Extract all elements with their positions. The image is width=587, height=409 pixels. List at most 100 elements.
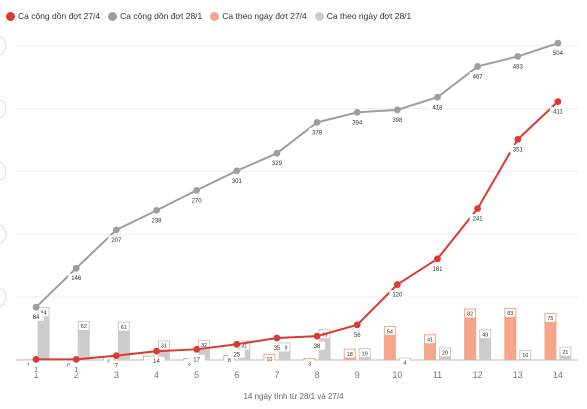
bar-label-box [465, 309, 476, 318]
bar [117, 321, 130, 360]
legend-item-27-4-daily[interactable]: Ca theo ngày đợt 27/4 [210, 11, 307, 21]
point-value-label: 378 [312, 130, 323, 136]
bar-value-label: 3 [308, 361, 311, 367]
point-label-box [429, 102, 446, 111]
point-value-label: 25 [233, 352, 240, 358]
x-tick-label: 9 [355, 370, 360, 380]
line-point [313, 119, 321, 126]
point-value-label: 146 [71, 276, 82, 282]
line-point [393, 281, 401, 288]
line-point [112, 352, 120, 359]
x-axis-title: 14 ngày tính từ 28/1 và 27/4 [243, 392, 344, 401]
x-tick-label: 5 [194, 370, 199, 380]
line-point [514, 135, 522, 143]
point-value-label: 418 [432, 105, 443, 111]
point-value-label: 35 [274, 346, 281, 352]
line-point [273, 149, 281, 157]
legend-item-28-1-cumulative[interactable]: Ca cộng dồn đợt 28/1 [108, 11, 202, 21]
bar-value-label: 49 [322, 332, 328, 338]
point-value-label: 56 [354, 333, 361, 339]
line-point [233, 340, 241, 348]
point-label-box [148, 215, 165, 224]
line-point [72, 264, 80, 272]
legend-swatch [210, 11, 220, 21]
legend-swatch [6, 11, 15, 21]
bar-label-box [359, 349, 370, 358]
point-label-box [509, 61, 526, 70]
point-value-label: 301 [232, 179, 243, 185]
bar-label-box [560, 347, 571, 356]
point-value-label: 120 [392, 293, 403, 299]
x-tick-label: 10 [392, 370, 402, 380]
legend-item-28-1-daily[interactable]: Ca theo ngày đợt 28/1 [314, 11, 412, 21]
point-label-box [309, 341, 326, 350]
point-label-box [469, 71, 486, 80]
line-point [233, 167, 241, 175]
legend-swatch [314, 11, 324, 21]
legend-label: Ca cộng dồn đợt 27/4 [18, 11, 101, 21]
line-point [313, 332, 321, 340]
legend-swatch [108, 11, 118, 21]
line-point [112, 226, 120, 234]
bar-label-box [384, 327, 395, 336]
x-tick-label: 3 [114, 370, 119, 380]
point-label-box [268, 343, 285, 352]
point-value-label: 1 [75, 367, 79, 373]
bar-label-box [425, 335, 435, 344]
point-value-label: 38 [314, 344, 321, 350]
y-tick-marker [0, 287, 7, 307]
line-point [353, 108, 361, 116]
bar-value-label: 32 [201, 343, 207, 349]
line-point [153, 207, 160, 214]
point-value-label: 398 [392, 118, 403, 124]
bar [504, 307, 517, 360]
bar-value-label: 21 [562, 350, 568, 356]
point-label-box [429, 264, 446, 273]
bar-label-box [264, 354, 275, 363]
line-point [273, 334, 281, 342]
point-value-label: 84 [33, 315, 40, 321]
point-value-label: 7 [115, 364, 119, 370]
point-label-box [28, 312, 45, 321]
point-label-box [68, 364, 85, 373]
bar-label-box [78, 322, 89, 331]
bar-label-box [520, 350, 531, 359]
point-value-label: 238 [151, 218, 162, 224]
point-label-box [228, 349, 245, 358]
line-point [32, 303, 40, 311]
legend-label: Ca theo ngày đợt 28/1 [326, 11, 412, 21]
bar-label-box [159, 341, 169, 350]
bar-value-label: 83 [507, 311, 513, 317]
line-point [474, 205, 482, 212]
x-tick-label: 14 [553, 370, 563, 380]
bar-value-label: 18 [347, 352, 353, 358]
point-label-box [148, 356, 165, 365]
bar-label-box [224, 355, 235, 364]
line-point [554, 98, 562, 106]
line-point [193, 345, 201, 353]
point-value-label: 161 [432, 267, 443, 273]
bar-value-label: 62 [81, 324, 87, 330]
bar-value-label: 4 [403, 361, 406, 367]
bar-value-label: 19 [362, 351, 368, 357]
bar-value-label: 8 [228, 358, 231, 364]
bar-label-box [505, 308, 516, 317]
point-value-label: 329 [272, 161, 283, 167]
bar-label-box [304, 359, 315, 368]
x-tick-label: 12 [473, 370, 483, 380]
point-label-box [268, 158, 285, 167]
point-value-label: 394 [352, 120, 363, 126]
point-value-label: 270 [192, 198, 203, 204]
bar-value-label: 41 [427, 337, 433, 343]
y-tick-marker [0, 98, 7, 119]
legend-item-27-4-cumulative[interactable]: Ca cộng dồn đợt 27/4 [6, 11, 100, 21]
bar-label-box [480, 330, 491, 339]
point-label-box [108, 235, 125, 244]
line-point [474, 63, 482, 70]
line-point [153, 347, 160, 355]
bar-value-label: 54 [387, 329, 393, 335]
point-value-label: 1 [34, 367, 38, 373]
legend-label: Ca theo ngày đợt 27/4 [222, 11, 307, 21]
bar [303, 358, 316, 360]
legend: Ca cộng dồn đợt 27/4 Ca cộng dồn đợt 28/… [6, 11, 411, 21]
